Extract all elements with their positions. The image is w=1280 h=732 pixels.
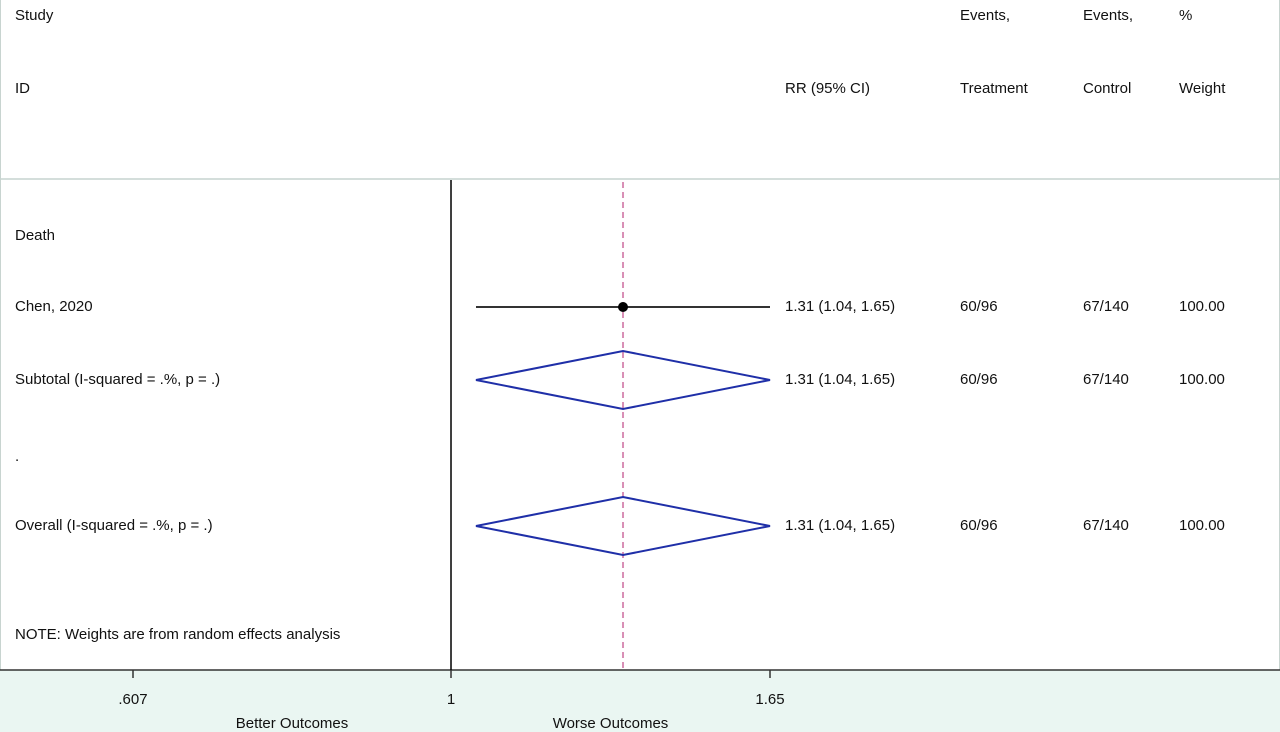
x-tick-label: .607 xyxy=(118,691,147,708)
note: NOTE: Weights are from random effects an… xyxy=(15,626,340,643)
x-axis-label: Better Outcomes xyxy=(236,715,349,732)
header: % xyxy=(1179,7,1192,24)
header: Treatment xyxy=(960,80,1029,97)
row-label: Chen, 2020 xyxy=(15,298,93,315)
header: Events, xyxy=(960,7,1010,24)
estimate-label: 1.31 (1.04, 1.65) xyxy=(785,298,895,315)
header: Study xyxy=(15,7,54,24)
x-tick-label: 1.65 xyxy=(755,691,784,708)
weight: 100.00 xyxy=(1179,371,1225,388)
header: Events, xyxy=(1083,7,1133,24)
estimate-label: 1.31 (1.04, 1.65) xyxy=(785,371,895,388)
row-label: Overall (I-squared = .%, p = .) xyxy=(15,517,213,534)
control-events: 67/140 xyxy=(1083,517,1129,534)
spacer: . xyxy=(15,448,19,465)
pooled-diamond xyxy=(475,349,771,411)
header: ID xyxy=(15,80,30,97)
header: Weight xyxy=(1179,80,1226,97)
weight: 100.00 xyxy=(1179,517,1225,534)
weight: 100.00 xyxy=(1179,298,1225,315)
control-events: 67/140 xyxy=(1083,371,1129,388)
group-label: Death xyxy=(15,227,55,244)
treatment-events: 60/96 xyxy=(960,371,998,388)
header: RR (95% CI) xyxy=(785,80,870,97)
x-tick-label: 1 xyxy=(447,691,455,708)
row-label: Subtotal (I-squared = .%, p = .) xyxy=(15,371,220,388)
estimate-label: 1.31 (1.04, 1.65) xyxy=(785,517,895,534)
treatment-events: 60/96 xyxy=(960,517,998,534)
x-axis-label: Worse Outcomes xyxy=(553,715,669,732)
control-events: 67/140 xyxy=(1083,298,1129,315)
point-estimate xyxy=(618,302,629,312)
header: Control xyxy=(1083,80,1131,97)
treatment-events: 60/96 xyxy=(960,298,998,315)
pooled-diamond xyxy=(475,495,771,557)
axis-band xyxy=(0,670,1280,732)
